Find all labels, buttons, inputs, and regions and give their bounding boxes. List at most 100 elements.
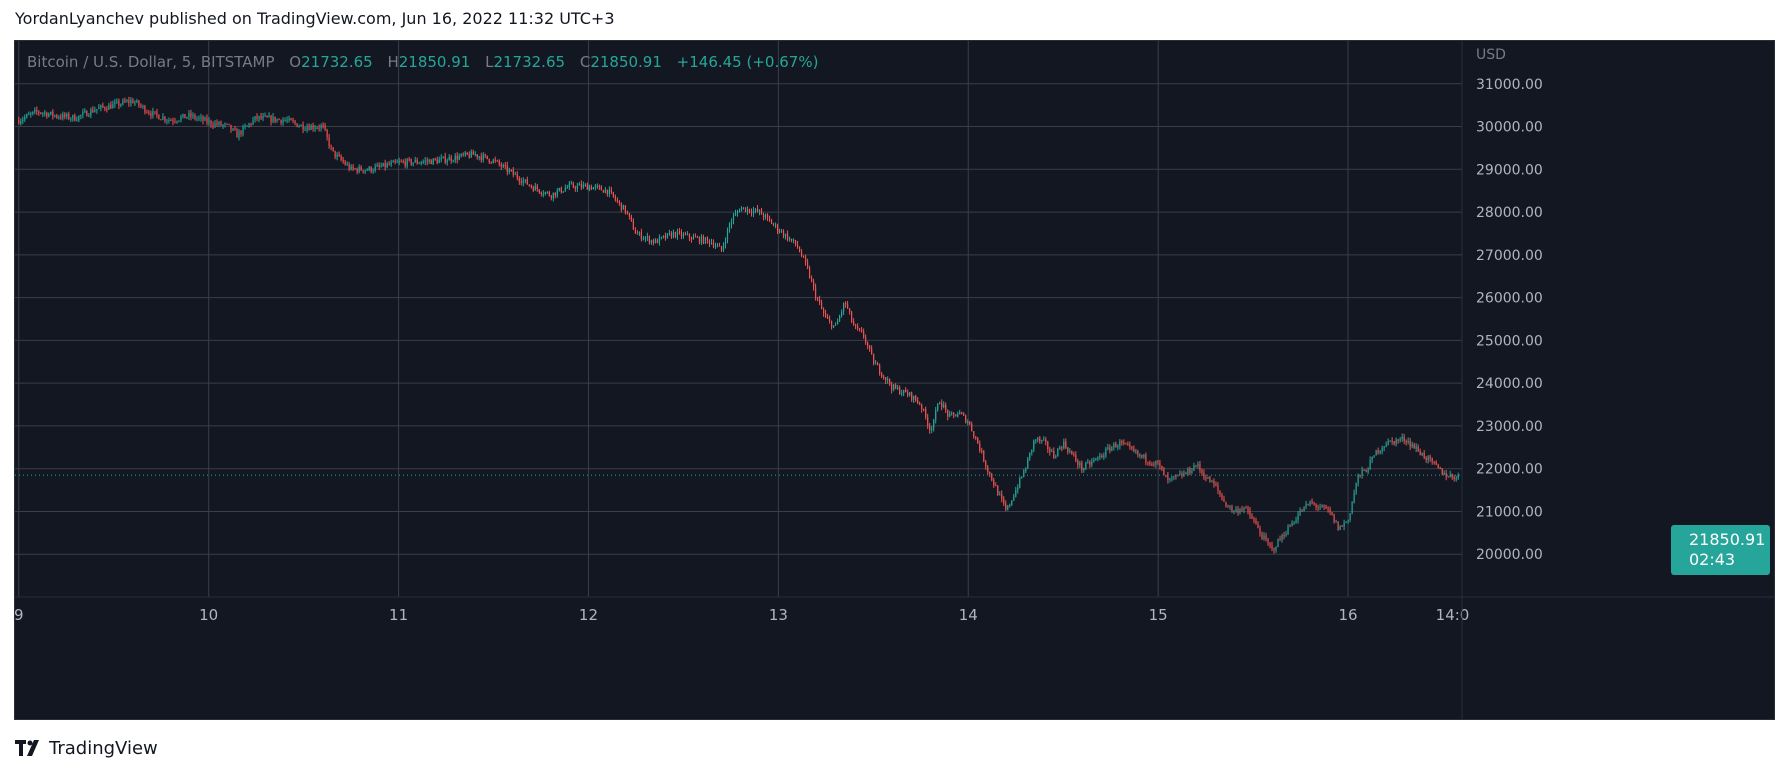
candle-body — [234, 128, 236, 131]
candle-body — [620, 202, 622, 210]
candle-body — [1321, 505, 1323, 508]
candle-body — [955, 414, 957, 417]
candle-body — [762, 214, 765, 218]
candle-body — [102, 105, 104, 108]
candle-body — [510, 169, 512, 171]
candle-body — [258, 116, 260, 119]
candle-body — [1111, 447, 1113, 451]
candle-body — [1227, 506, 1229, 508]
candle-body — [861, 329, 863, 332]
tradingview-logo-icon — [15, 740, 39, 756]
candle-body — [84, 111, 86, 113]
candle-body — [1011, 500, 1013, 505]
y-tick-label: 27000.00 — [1476, 248, 1543, 264]
candle-body — [985, 461, 987, 467]
candle-body — [164, 116, 166, 121]
candle-body — [78, 115, 80, 121]
candle-body — [1249, 510, 1251, 516]
candle-body — [748, 208, 751, 212]
candle-body — [764, 215, 767, 218]
bar-countdown: 02:43 — [1689, 550, 1736, 569]
candle-body — [116, 101, 118, 103]
candle-body — [38, 111, 40, 113]
candle-body — [951, 413, 953, 415]
candle-body — [1311, 501, 1313, 503]
candle-body — [1307, 503, 1309, 505]
candle-body — [1167, 475, 1169, 480]
candle-body — [746, 208, 749, 212]
candle-body — [1001, 494, 1003, 499]
candle-body — [322, 125, 324, 127]
candle-body — [692, 236, 695, 240]
candle-body — [1383, 446, 1385, 448]
candle-body — [138, 100, 140, 106]
candle-body — [1221, 494, 1223, 499]
candle-body — [881, 373, 883, 377]
candle-body — [889, 379, 891, 385]
candle-body — [730, 221, 733, 225]
candle-body — [1041, 440, 1043, 442]
candle-body — [336, 154, 338, 157]
y-tick-label: 29000.00 — [1476, 162, 1543, 178]
candle-body — [1019, 477, 1021, 488]
candle-body — [995, 485, 997, 487]
candle-body — [1065, 441, 1067, 448]
candle-body — [356, 168, 358, 172]
candle-body — [933, 420, 935, 429]
y-tick-label: 20000.00 — [1476, 547, 1543, 563]
candle-body — [54, 115, 56, 117]
candle-body — [1231, 505, 1233, 512]
candle-body — [1073, 453, 1075, 455]
y-tick-label: 28000.00 — [1476, 205, 1543, 221]
candle-body — [366, 169, 368, 171]
candle-body — [1233, 511, 1235, 513]
candle-body — [214, 122, 216, 126]
candle-body — [1185, 473, 1187, 475]
candle-body — [242, 126, 244, 135]
candle-body — [588, 186, 590, 190]
candle-body — [853, 320, 855, 326]
candle-body — [266, 115, 268, 118]
candle-body — [172, 120, 174, 122]
candle-body — [1059, 447, 1061, 449]
candle-body — [646, 236, 649, 238]
candle-body — [1263, 535, 1265, 539]
candle-body — [929, 426, 931, 431]
candle-body — [136, 100, 138, 103]
candle-body — [780, 230, 783, 232]
candle-body — [424, 160, 426, 162]
candle-body — [1435, 462, 1437, 465]
candle-body — [294, 121, 296, 124]
candle-body — [1313, 502, 1315, 505]
candle-body — [520, 181, 522, 183]
candle-body — [572, 183, 574, 188]
candle-body — [598, 185, 600, 187]
candle-body — [380, 166, 382, 168]
x-tick-label: 14 — [959, 606, 978, 624]
candle-body — [240, 131, 242, 135]
candle-body — [1281, 534, 1283, 541]
candlestick-chart[interactable]: 31000.00 30000.00 29000.00 28000.00 27000.00… — [15, 41, 1774, 719]
candle-body — [612, 192, 614, 197]
candle-body — [1303, 506, 1305, 512]
candle-body — [704, 237, 707, 244]
candle-body — [454, 155, 456, 161]
candle-body — [166, 120, 168, 122]
candle-body — [937, 404, 939, 411]
chart-panel[interactable]: 31000.00 30000.00 29000.00 28000.00 27000.00… — [14, 40, 1775, 720]
candle-body — [1169, 478, 1171, 480]
candle-body — [865, 336, 867, 343]
candle-body — [1093, 459, 1095, 462]
candle-body — [640, 232, 643, 240]
candle-body — [606, 189, 608, 195]
candle-body — [134, 102, 136, 104]
candle-body — [1113, 443, 1115, 448]
y-tick-label: 25000.00 — [1476, 333, 1543, 349]
candle-body — [32, 111, 34, 114]
candle-body — [1355, 482, 1357, 494]
candle-body — [224, 123, 226, 125]
candle-body — [993, 480, 995, 486]
candle-body — [1157, 460, 1159, 463]
candle-body — [314, 128, 316, 130]
candle-body — [873, 354, 875, 365]
